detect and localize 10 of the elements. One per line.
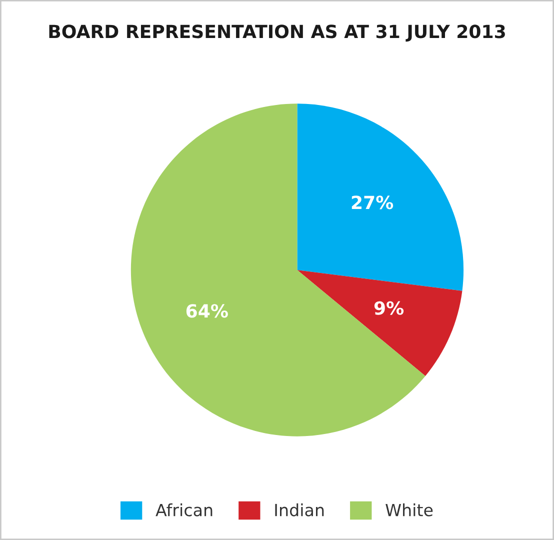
legend-label: Indian: [275, 503, 324, 516]
data-label: 9%: [374, 301, 404, 315]
data-label: 27%: [352, 196, 394, 210]
pie-slice: [297, 104, 464, 291]
legend-label: White: [386, 503, 433, 516]
data-label: 64%: [186, 304, 228, 318]
pie-slice: [130, 104, 426, 436]
legend-label: African: [156, 503, 212, 516]
chart-title: BOARD REPRESENTATION AS AT 31 JULY 2013: [49, 24, 505, 42]
pie-slice: [297, 270, 462, 376]
